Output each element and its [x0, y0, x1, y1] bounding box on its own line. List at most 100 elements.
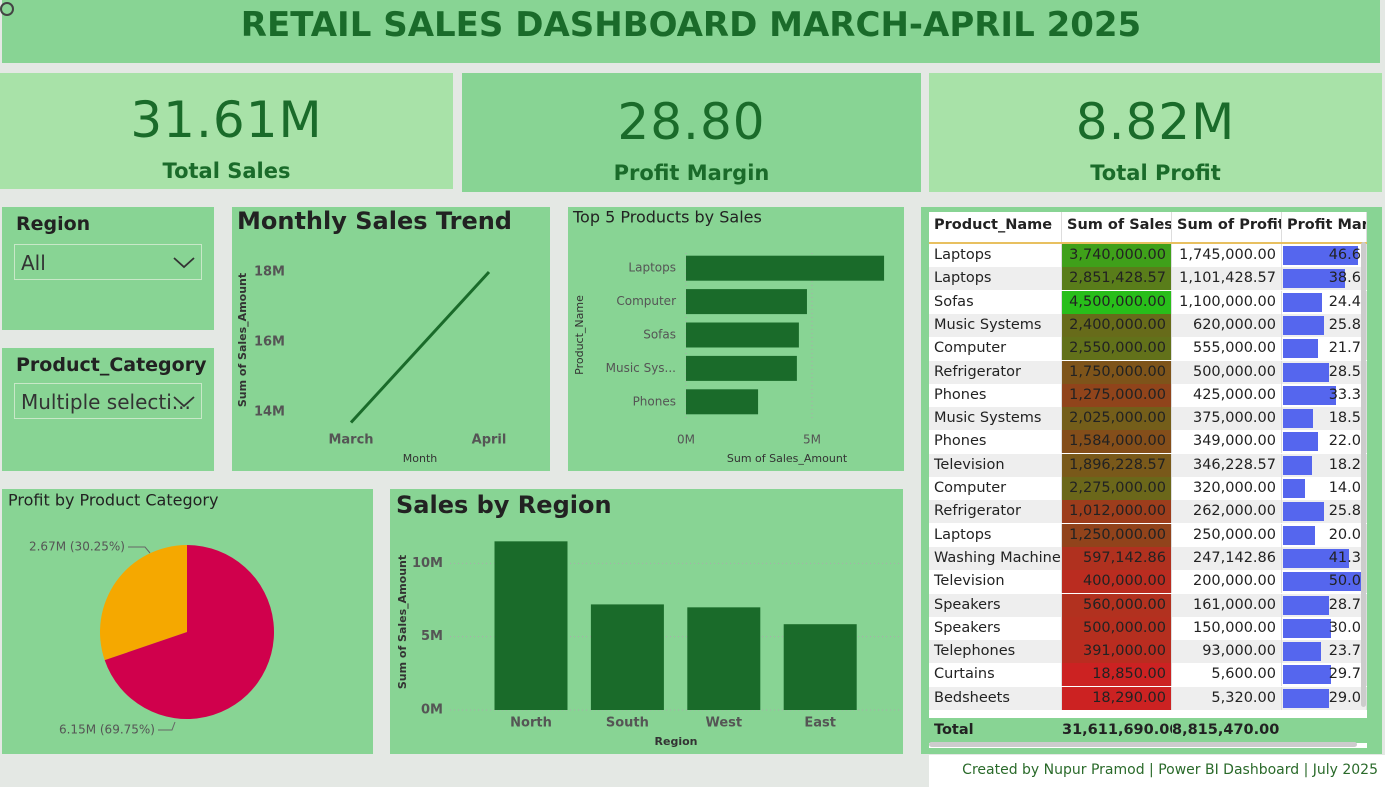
table-cell: Telephones	[929, 640, 1062, 664]
table-cell: Sofas	[929, 290, 1062, 314]
table-cell: 161,000.00	[1172, 593, 1282, 617]
table-cell: 1,012,000.00	[1062, 500, 1172, 524]
table-cell: 30.0	[1282, 616, 1367, 640]
cell-text: 24.4	[1328, 293, 1361, 310]
slicer-dropdown[interactable]: All	[14, 244, 202, 280]
table-cell: Computer	[929, 477, 1062, 500]
total-row: Total 31,611,690.00 8,815,470.00	[929, 718, 1367, 743]
scrollbar	[929, 742, 1357, 747]
cell-text: 30.0	[1328, 619, 1361, 636]
table-cell: 50.0	[1282, 570, 1367, 594]
margin-bar	[1283, 502, 1325, 522]
cell-text: 23.7	[1328, 643, 1361, 660]
title-bar: RETAIL SALES DASHBOARD MARCH-APRIL 2025	[2, 0, 1380, 63]
table-cell: 555,000.00	[1172, 337, 1282, 361]
table-cell: 1,745,000.00	[1172, 244, 1282, 267]
table-cell: 620,000.00	[1172, 313, 1282, 337]
table-row: Laptops 2,851,428.57 1,101,428.57 38.6	[929, 267, 1367, 291]
table-cell: Music Systems	[929, 407, 1062, 431]
margin-bar	[1283, 315, 1325, 335]
table-cell: 1,750,000.00	[1062, 360, 1172, 384]
kpi-card: 28.80 Profit Margin	[462, 73, 921, 192]
table-row: Bedsheets 18,290.00 5,320.00 29.0	[929, 686, 1367, 710]
table-cell: 1,250,000.00	[1062, 523, 1172, 547]
table-cell: 2,025,000.00	[1062, 407, 1172, 431]
table-cell: 5,600.00	[1172, 663, 1282, 687]
table-row: Refrigerator 1,012,000.00 262,000.00 25.8	[929, 500, 1367, 524]
table-cell: 2,275,000.00	[1062, 477, 1172, 500]
slicer: Product_Category Multiple selecti...	[2, 348, 214, 471]
table-cell: 500,000.00	[1062, 616, 1172, 640]
cell-text: 20.0	[1328, 526, 1361, 543]
kpi-value: 8.82M	[1075, 93, 1236, 151]
kpi-label: Profit Margin	[613, 161, 770, 185]
margin-bar	[1283, 525, 1315, 545]
scrollbar	[1361, 242, 1366, 707]
cell-text: 18.2	[1328, 456, 1361, 473]
table-cell: 346,228.57	[1172, 453, 1282, 477]
table-row: Music Systems 2,400,000.00 620,000.00 25.8	[929, 313, 1367, 337]
table-cell: 400,000.00	[1062, 570, 1172, 594]
table-cell: Laptops	[929, 244, 1062, 267]
kpi-label: Total Profit	[1090, 161, 1221, 185]
kpi-value: 28.80	[617, 93, 766, 151]
table-cell: 2,550,000.00	[1062, 337, 1172, 361]
table-cell: Music Systems	[929, 313, 1062, 337]
table-row: Speakers 500,000.00 150,000.00 30.0	[929, 616, 1367, 640]
footer: Created by Nupur Pramod | Power BI Dashb…	[929, 755, 1385, 787]
margin-bar	[1283, 688, 1330, 708]
table-cell: 1,584,000.00	[1062, 430, 1172, 454]
margin-bar	[1283, 665, 1331, 685]
table-cell: Phones	[929, 430, 1062, 454]
table-cell: 349,000.00	[1172, 430, 1282, 454]
table-cell: 18.5	[1282, 407, 1367, 431]
table-cell: Laptops	[929, 267, 1062, 291]
table-cell: 25.8	[1282, 500, 1367, 524]
table-cell: 93,000.00	[1172, 640, 1282, 664]
table-cell: 3,740,000.00	[1062, 244, 1172, 267]
table-cell: Curtains	[929, 663, 1062, 687]
filter-icon[interactable]	[0, 2, 14, 16]
margin-bar	[1283, 246, 1358, 265]
table-cell: 1,100,000.00	[1172, 290, 1282, 314]
table-row: Refrigerator 1,750,000.00 500,000.00 28.5	[929, 360, 1367, 384]
table-cell: 250,000.00	[1172, 523, 1282, 547]
slicer-title: Region	[16, 213, 91, 235]
table-cell: 29.0	[1282, 686, 1367, 710]
table-cell: Computer	[929, 337, 1062, 361]
margin-bar	[1283, 595, 1329, 615]
table-cell: 1,896,228.57	[1062, 453, 1172, 477]
margin-bar	[1283, 339, 1318, 359]
margin-bar	[1283, 385, 1337, 405]
table-cell: Phones	[929, 383, 1062, 407]
cell-text: 38.6	[1328, 270, 1361, 287]
chart-panel	[232, 207, 550, 471]
margin-bar	[1283, 269, 1345, 289]
margin-bar	[1283, 362, 1329, 382]
slicer-value: All	[21, 251, 46, 275]
chevron	[173, 257, 195, 269]
table-row: Sofas 4,500,000.00 1,100,000.00 24.4	[929, 290, 1367, 314]
column-header: Sum of Profit	[1172, 212, 1282, 242]
table-cell: 560,000.00	[1062, 593, 1172, 617]
table-cell: 247,142.86	[1172, 546, 1282, 570]
cell-text: 29.7	[1328, 666, 1361, 683]
table-cell: 33.3	[1282, 383, 1367, 407]
slicer-dropdown[interactable]: Multiple selecti...	[14, 383, 202, 419]
cell-text: 22.0	[1328, 433, 1361, 450]
table-row: Computer 2,550,000.00 555,000.00 21.7	[929, 337, 1367, 361]
margin-bar	[1283, 409, 1313, 429]
table-cell: 14.0	[1282, 477, 1367, 500]
table-cell: 20.0	[1282, 523, 1367, 547]
table-cell: 375,000.00	[1172, 407, 1282, 431]
cell-text: 41.3	[1328, 549, 1361, 566]
table-cell: 5,320.00	[1172, 686, 1282, 710]
table-cell: 18.2	[1282, 453, 1367, 477]
kpi-label: Total Sales	[162, 159, 291, 183]
column-header: Profit Margi	[1282, 212, 1367, 242]
table-cell: 28.5	[1282, 360, 1367, 384]
table-row: Computer 2,275,000.00 320,000.00 14.0	[929, 477, 1367, 500]
table-cell: 21.7	[1282, 337, 1367, 361]
table-cell: 500,000.00	[1172, 360, 1282, 384]
